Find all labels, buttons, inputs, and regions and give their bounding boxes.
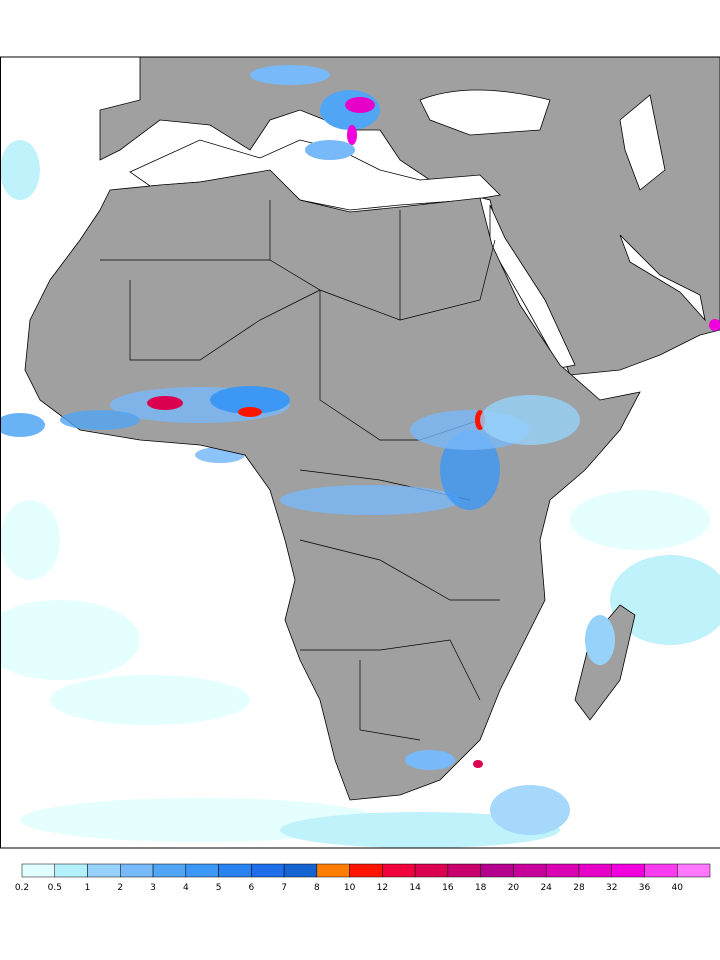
black-sea <box>419 89 551 136</box>
map <box>0 56 720 849</box>
colorbar-box <box>513 863 547 878</box>
colorbar-box <box>611 863 645 878</box>
colorbar-tick-label: 2 <box>117 883 123 893</box>
colorbar-tick-label: 8 <box>314 883 320 893</box>
caspian-sea <box>619 94 666 191</box>
colorbar-box <box>283 863 318 878</box>
colorbar-box <box>54 863 88 878</box>
colorbar-box <box>87 863 121 878</box>
colorbar-tick-label: 6 <box>248 883 254 893</box>
colorbar-tick-label: 14 <box>409 883 421 893</box>
colorbar-box <box>21 863 56 878</box>
colorbar-box <box>644 863 678 878</box>
colorbar-tick-label: 32 <box>606 883 617 893</box>
land-precipitation <box>60 65 720 770</box>
colorbar-tick-label: 24 <box>540 883 552 893</box>
colorbar: 0.2 0.5 1 2 3 4 5 6 7 8 10 12 14 16 18 20 24 28 32 36 40 <box>15 863 711 893</box>
colorbar-tick-label: 0.5 <box>48 883 62 893</box>
colorbar-tick-label: 40 <box>672 883 684 893</box>
colorbar-box <box>152 863 187 878</box>
colorbar-tick-label: 28 <box>573 883 585 893</box>
colorbar-box <box>251 863 285 878</box>
colorbar-tick-label: 10 <box>344 883 356 893</box>
colorbar-tick-label: 7 <box>281 883 287 893</box>
map-frame <box>0 56 720 849</box>
colorbar-tick-label: 4 <box>183 883 189 893</box>
colorbar-box <box>545 863 580 878</box>
colorbar-tick-label: 20 <box>508 883 520 893</box>
colorbar-tick-label: 16 <box>442 883 454 893</box>
colorbar-box <box>316 863 350 878</box>
borders <box>100 200 500 741</box>
eurasia <box>99 56 720 376</box>
colorbar-tick-label: 18 <box>475 883 487 893</box>
colorbar-box <box>480 863 514 878</box>
colorbar-box <box>414 863 449 878</box>
colorbar-box <box>676 863 711 878</box>
colorbar-box <box>578 863 612 878</box>
colorbar-tick-label: 1 <box>85 883 91 893</box>
colorbar-box <box>120 863 154 878</box>
colorbar-tick-label: 36 <box>639 883 651 893</box>
colorbar-tick-label: 12 <box>377 883 388 893</box>
colorbar-box <box>349 863 383 878</box>
colorbar-tick-label: 3 <box>150 883 156 893</box>
colorbar-box <box>218 863 252 878</box>
colorbar-tick-label: 5 <box>216 883 222 893</box>
colorbar-box <box>447 863 481 878</box>
ocean-precipitation <box>0 140 720 848</box>
colorbar-tick-label: 0.2 <box>15 883 29 893</box>
colorbar-box <box>185 863 219 878</box>
colorbar-box <box>382 863 416 878</box>
persian-gulf <box>619 234 706 322</box>
